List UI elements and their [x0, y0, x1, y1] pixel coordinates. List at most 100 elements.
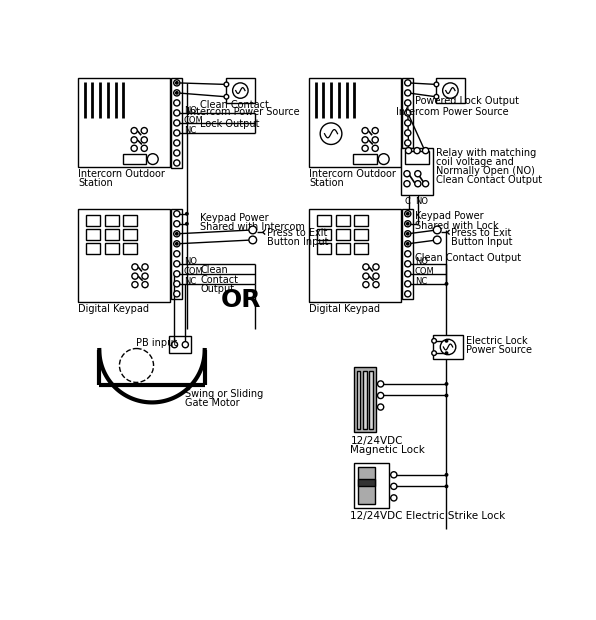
Circle shape — [372, 145, 378, 151]
Circle shape — [445, 339, 448, 343]
Circle shape — [434, 82, 439, 87]
Circle shape — [445, 351, 448, 355]
Circle shape — [173, 120, 180, 126]
Circle shape — [373, 273, 379, 279]
Text: Intercorn Outdoor: Intercorn Outdoor — [309, 169, 396, 179]
Circle shape — [173, 221, 180, 227]
Circle shape — [175, 232, 179, 236]
Bar — [401, 148, 433, 195]
Circle shape — [173, 211, 180, 217]
Circle shape — [142, 281, 148, 288]
Circle shape — [414, 148, 420, 154]
Circle shape — [405, 90, 411, 96]
Circle shape — [173, 291, 180, 297]
Bar — [86, 229, 100, 240]
Circle shape — [175, 81, 179, 85]
Bar — [105, 229, 119, 240]
Circle shape — [372, 137, 378, 143]
Circle shape — [141, 145, 147, 151]
Circle shape — [432, 339, 436, 343]
Circle shape — [377, 392, 384, 399]
Text: Press to Exit: Press to Exit — [266, 228, 327, 237]
Circle shape — [391, 472, 397, 478]
Text: Clean Contact Output: Clean Contact Output — [415, 253, 521, 263]
Bar — [336, 243, 350, 254]
Circle shape — [445, 282, 448, 286]
Text: NO: NO — [415, 197, 428, 206]
Circle shape — [405, 271, 411, 277]
Circle shape — [363, 264, 369, 270]
Circle shape — [142, 264, 148, 270]
Text: coil voltage and: coil voltage and — [436, 157, 514, 167]
Text: C: C — [405, 197, 411, 206]
Circle shape — [406, 222, 409, 226]
Text: NO: NO — [184, 257, 197, 266]
Circle shape — [173, 231, 180, 237]
Circle shape — [405, 221, 411, 227]
Text: Digital Keypad: Digital Keypad — [309, 304, 380, 314]
Circle shape — [405, 250, 411, 257]
Circle shape — [406, 232, 409, 236]
Circle shape — [373, 264, 379, 270]
Bar — [358, 479, 375, 486]
Circle shape — [224, 82, 229, 87]
Text: Shared with Intercom: Shared with Intercom — [200, 222, 305, 232]
Bar — [354, 215, 368, 226]
Bar — [79, 78, 170, 167]
Text: NO: NO — [415, 257, 428, 266]
Bar — [354, 367, 376, 433]
Circle shape — [363, 273, 369, 279]
Circle shape — [373, 281, 379, 288]
Circle shape — [432, 351, 436, 355]
Circle shape — [172, 342, 178, 348]
Circle shape — [445, 394, 448, 397]
Text: Lock Output: Lock Output — [200, 119, 259, 129]
Circle shape — [377, 381, 384, 387]
Bar — [226, 78, 255, 103]
Circle shape — [377, 404, 384, 410]
Circle shape — [391, 483, 397, 489]
Circle shape — [362, 128, 368, 134]
Bar — [353, 154, 377, 164]
Circle shape — [362, 137, 368, 143]
Text: Gate Motor: Gate Motor — [185, 398, 239, 408]
Text: Output: Output — [200, 284, 234, 294]
Bar — [363, 371, 367, 428]
Text: Relay with matching: Relay with matching — [436, 148, 536, 157]
Text: COM: COM — [184, 116, 203, 125]
Circle shape — [141, 137, 147, 143]
Circle shape — [173, 140, 180, 146]
Circle shape — [405, 211, 411, 217]
Circle shape — [372, 128, 378, 134]
Text: Power Source: Power Source — [466, 345, 532, 355]
Circle shape — [173, 80, 180, 86]
Circle shape — [147, 154, 158, 164]
Circle shape — [142, 273, 148, 279]
Bar — [356, 371, 361, 428]
Circle shape — [173, 150, 180, 156]
Bar — [309, 78, 401, 167]
Text: Magnetic Lock: Magnetic Lock — [350, 445, 426, 455]
Circle shape — [185, 222, 189, 226]
Text: Button Input: Button Input — [451, 237, 513, 247]
Text: COM: COM — [184, 267, 203, 276]
Text: NC: NC — [184, 277, 196, 286]
Circle shape — [131, 145, 137, 151]
Text: 12/24VDC: 12/24VDC — [350, 435, 403, 446]
Circle shape — [443, 83, 458, 98]
Circle shape — [173, 281, 180, 287]
Bar — [402, 78, 413, 148]
Circle shape — [175, 91, 179, 95]
Bar — [172, 209, 182, 299]
Circle shape — [405, 148, 412, 154]
Circle shape — [405, 281, 411, 287]
Circle shape — [391, 495, 397, 501]
Text: Keypad Power: Keypad Power — [415, 211, 483, 221]
Bar — [105, 243, 119, 254]
Circle shape — [415, 170, 421, 177]
Circle shape — [405, 80, 411, 86]
Bar — [123, 243, 137, 254]
Text: Intercom Power Source: Intercom Power Source — [396, 107, 509, 117]
Circle shape — [445, 382, 448, 386]
Circle shape — [405, 261, 411, 267]
